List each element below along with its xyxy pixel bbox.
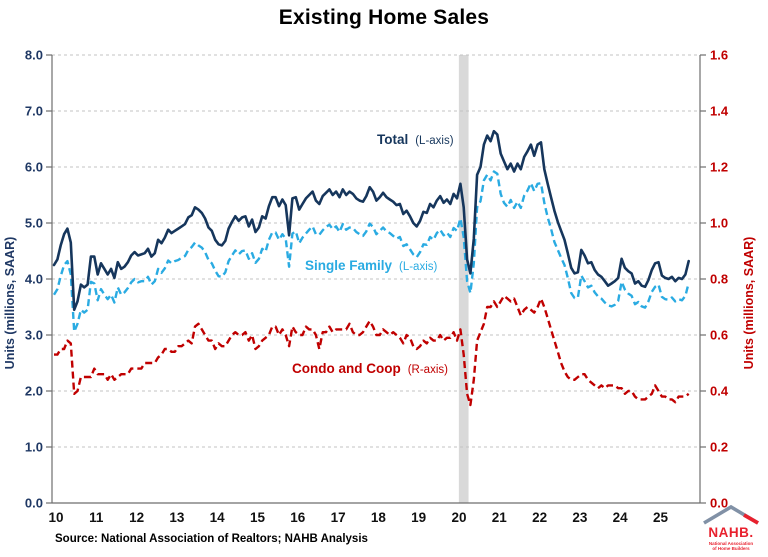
nahb-logo-tagline: National Association of Home Builders (698, 541, 764, 552)
condo-coop-series-label-text: Condo and Coop (292, 361, 401, 376)
x-axis-tick-label: 13 (169, 510, 185, 525)
page-title: Existing Home Sales (278, 6, 490, 29)
right-axis-tick-label: 0.6 (710, 328, 728, 343)
x-axis-tick-label: 25 (653, 510, 669, 525)
right-axis-tick-label: 1.2 (710, 160, 728, 175)
x-axis-tick-label: 24 (613, 510, 629, 525)
x-axis-tick-label: 15 (250, 510, 266, 525)
right-axis-tick-label: 0.2 (710, 440, 728, 455)
nahb-logo-text: NAHB. (708, 525, 754, 540)
x-axis-tick-label: 19 (411, 510, 426, 525)
right-axis-tick-label: 0.0 (710, 496, 728, 511)
left-axis-tick-label: 0.0 (25, 496, 43, 511)
x-axis-tick-label: 11 (89, 510, 104, 525)
x-axis-tick-label: 22 (532, 510, 547, 525)
nahb-logo: NAHB. National Association of Home Build… (698, 504, 764, 551)
left-axis-tick-label: 6.0 (25, 160, 43, 175)
x-axis-tick-label: 17 (331, 510, 346, 525)
left-axis-title: Units (millions, SAAR) (3, 236, 17, 370)
series-line-single-family (52, 170, 690, 333)
condo-coop-series-axis-note-text: (R-axis) (407, 364, 448, 376)
nahb-tagline-line1: National Association (708, 540, 754, 546)
right-axis-tick-label: 0.8 (710, 272, 728, 287)
nahb-roof-icon (703, 504, 759, 525)
right-axis-tick-label: 0.4 (710, 384, 729, 399)
right-axis-tick-label: 1.6 (710, 48, 728, 63)
x-axis-tick-label: 16 (290, 510, 306, 525)
x-axis-tick-label: 10 (48, 510, 63, 525)
x-axis-tick-label: 14 (210, 510, 226, 525)
single-family-series-label-text: Single Family (305, 258, 393, 273)
x-axis-tick-label: 12 (129, 510, 144, 525)
left-axis-tick-label: 8.0 (25, 48, 43, 63)
series-line-condo-and-coop (54, 294, 690, 407)
total-series-label-text: Total (377, 132, 409, 147)
x-axis-tick-label: 23 (572, 510, 588, 525)
total-series-label: Total (L-axis) (377, 132, 454, 147)
left-axis-tick-label: 3.0 (25, 328, 43, 343)
single-family-series-axis-note-text: (L-axis) (399, 261, 438, 273)
nahb-tagline-line2: of Home Builders (712, 545, 750, 551)
x-axis-tick-label: 21 (492, 510, 508, 525)
left-axis-tick-label: 1.0 (25, 440, 43, 455)
left-axis-tick-label: 2.0 (25, 384, 43, 399)
source-note: Source: National Association of Realtors… (55, 533, 368, 545)
left-axis-tick-label: 5.0 (25, 216, 43, 231)
left-axis-tick-label: 7.0 (25, 104, 43, 119)
left-axis-tick-label: 4.0 (25, 272, 43, 287)
series-line-total (52, 129, 691, 312)
total-series-axis-note-text: (L-axis) (415, 135, 454, 147)
condo-coop-series-label: Condo and Coop (R-axis) (292, 361, 448, 376)
single-family-series-label: Single Family (L-axis) (305, 258, 437, 273)
right-axis-tick-label: 1.4 (710, 104, 729, 119)
x-axis-tick-label: 18 (371, 510, 387, 525)
recession-band (458, 55, 469, 503)
right-axis-tick-label: 1.0 (710, 216, 728, 231)
right-axis-title: Units (millions, SAAR) (742, 236, 756, 370)
x-axis-tick-label: 20 (451, 510, 466, 525)
